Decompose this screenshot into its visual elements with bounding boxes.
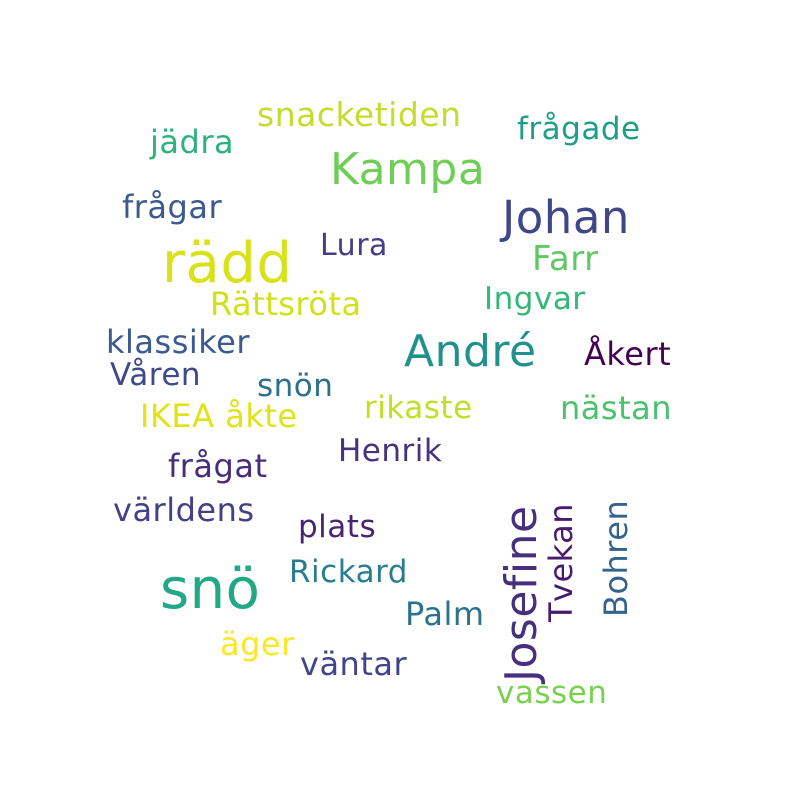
word-farr: Farr: [532, 239, 599, 279]
word-ager: äger: [220, 625, 295, 663]
word-palm: Palm: [405, 595, 485, 633]
word-rikaste: rikaste: [364, 390, 473, 426]
word-bohren: Bohren: [597, 499, 635, 617]
word-lura: Lura: [320, 228, 388, 263]
word-nastan: nästan: [560, 389, 672, 427]
word-radd: rädd: [162, 231, 293, 296]
word-fragade: frågade: [517, 111, 641, 147]
word-klassiker: klassiker: [106, 323, 250, 361]
word-ikea-akte: IKEA åkte: [140, 397, 298, 435]
word-henrik: Henrik: [338, 433, 443, 469]
word-fragat: frågat: [168, 447, 268, 485]
word-snacketiden: snacketiden: [257, 95, 462, 134]
word-jadra: jädra: [150, 123, 235, 161]
word-varen: Våren: [110, 357, 202, 393]
word-kampa: Kampa: [330, 144, 486, 195]
word-fragar: frågar: [122, 188, 223, 226]
word-vassen: vassen: [496, 675, 608, 711]
word-johan: Johan: [502, 191, 630, 244]
word-rattsrota: Rättsröta: [210, 285, 362, 323]
word-snon: snön: [257, 368, 334, 404]
word-tvekan: Tvekan: [542, 502, 580, 622]
word-akert: Åkert: [584, 335, 672, 373]
word-vantar: väntar: [300, 645, 408, 683]
word-rickard: Rickard: [289, 554, 408, 590]
word-andre: André: [404, 326, 537, 377]
word-plats: plats: [298, 509, 377, 545]
word-josefine: Josefine: [496, 505, 547, 682]
word-varldens: världens: [113, 491, 255, 529]
word-ingvar: Ingvar: [484, 281, 586, 317]
word-sno: snö: [160, 557, 261, 622]
